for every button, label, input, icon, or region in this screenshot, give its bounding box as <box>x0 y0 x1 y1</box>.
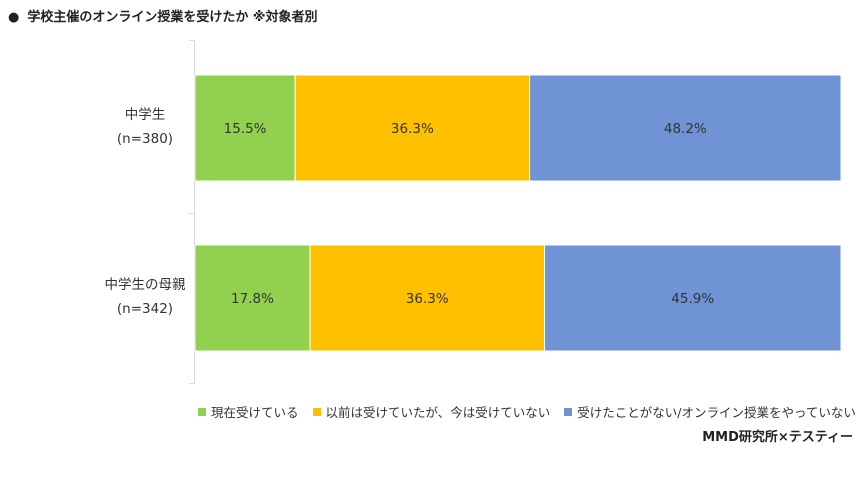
legend-swatch <box>198 407 206 416</box>
data-label: 45.9% <box>671 291 714 307</box>
axis-layer <box>189 40 195 384</box>
data-label: 36.3% <box>406 291 449 307</box>
title-bullet: ● <box>8 10 20 25</box>
bar-segment <box>294 74 531 182</box>
bar-segment <box>543 244 842 352</box>
legend-label: 以前は受けていたが、今は受けていない <box>325 405 551 420</box>
legend-swatch <box>312 407 321 416</box>
legend: 現在受けている 以前は受けていたが、今は受けていない 受けたことがない/オンライン授… <box>198 402 856 421</box>
bar-segment <box>194 74 296 182</box>
category-label: 中学生の母親 <box>105 277 186 293</box>
legend-item: 以前は受けていたが、今は受けていない <box>312 402 551 421</box>
chart-title: 学校主催のオンライン授業を受けたか ※対象者別 <box>27 10 318 25</box>
chart-title-row: ● 学校主催のオンライン授業を受けたか ※対象者別 <box>8 6 318 25</box>
category-count-label: (n=380) <box>117 131 173 147</box>
data-label: 15.5% <box>224 121 267 137</box>
data-label: 36.3% <box>391 121 434 137</box>
bar-segment <box>529 74 842 182</box>
source-credit: MMD研究所×テスティー <box>702 430 853 445</box>
bars-layer: 15.5% 36.3% 48.2% 17.8% 36.3% 45.9% <box>194 74 842 352</box>
legend-item: 現在受けている <box>198 402 299 421</box>
legend-label: 現在受けている <box>211 405 299 420</box>
category-label: 中学生 <box>125 107 166 123</box>
data-label: 17.8% <box>231 291 274 307</box>
legend-swatch <box>564 407 573 416</box>
data-label: 48.2% <box>664 121 707 137</box>
legend-item: 受けたことがない/オンライン授業をやっていない <box>564 402 856 421</box>
category-labels-layer: 中学生 (n=380) 中学生の母親 (n=342) <box>105 107 186 317</box>
legend-label: 受けたことがない/オンライン授業をやっていない <box>577 405 856 420</box>
bar-segment <box>309 244 545 352</box>
category-count-label: (n=342) <box>117 301 173 317</box>
bar-segment <box>194 244 311 352</box>
